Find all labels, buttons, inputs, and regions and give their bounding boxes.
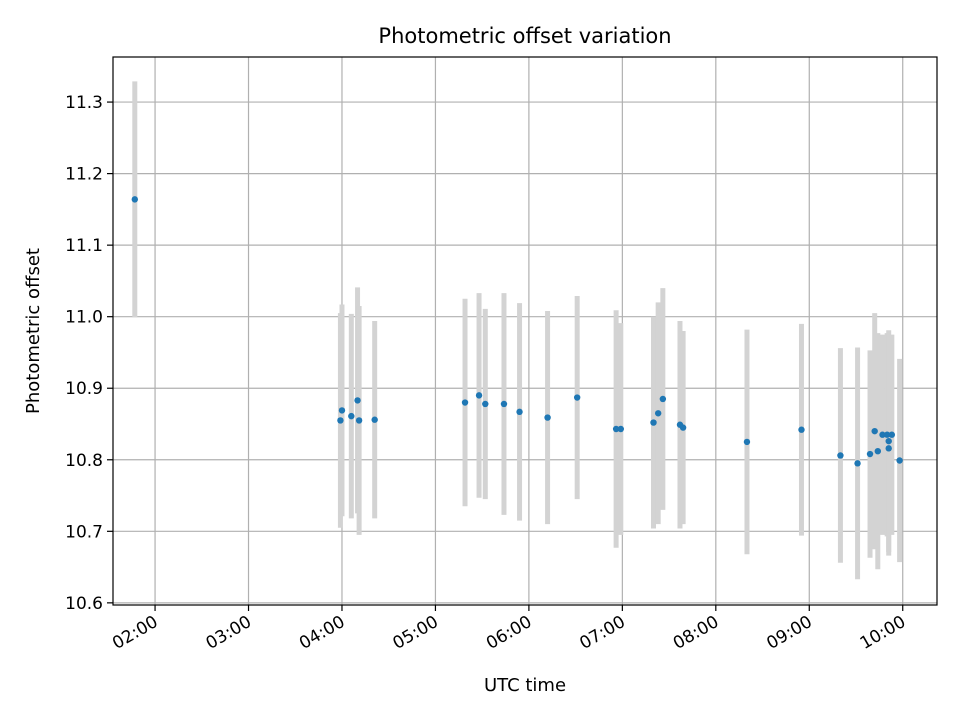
x-tick-label: 10:00 <box>857 612 909 654</box>
y-tick-label: 11.0 <box>65 308 103 328</box>
x-tick-label: 03:00 <box>203 612 255 654</box>
data-point <box>516 408 523 416</box>
x-tick-label: 08:00 <box>670 612 722 654</box>
plot-frame <box>112 56 938 606</box>
data-point <box>544 414 551 421</box>
data-point <box>617 425 624 433</box>
y-tick-label: 11.1 <box>65 236 103 256</box>
x-axis-label: UTC time <box>484 675 566 696</box>
data-point <box>338 407 346 414</box>
data-point <box>896 457 903 464</box>
data-point <box>854 460 861 467</box>
data-point <box>874 447 882 455</box>
data-point <box>650 419 657 426</box>
data-point <box>883 431 891 438</box>
data-point <box>888 431 896 438</box>
grid-layer <box>113 57 937 605</box>
data-point <box>348 412 355 420</box>
x-tick-label: 09:00 <box>763 612 815 654</box>
data-point <box>355 417 363 424</box>
y-tick-label: 10.6 <box>65 594 103 614</box>
y-tick-label: 10.7 <box>65 522 103 542</box>
data-point <box>354 397 361 404</box>
x-tick-label: 06:00 <box>483 612 535 654</box>
data-point <box>879 431 886 438</box>
y-tick-label: 11.3 <box>65 93 103 113</box>
data-point <box>482 400 489 408</box>
chart-title: Photometric offset variation <box>378 24 671 48</box>
x-tick-label: 05:00 <box>389 612 441 654</box>
point-layer <box>131 196 903 467</box>
data-point <box>885 445 892 452</box>
data-point <box>743 438 751 446</box>
data-point <box>612 425 620 433</box>
y-tick-label: 10.9 <box>65 379 103 399</box>
data-point <box>131 196 139 203</box>
data-point <box>371 416 378 423</box>
data-point <box>679 424 687 431</box>
data-point <box>885 437 892 445</box>
data-point <box>337 417 344 424</box>
y-tick-label: 10.8 <box>65 451 103 471</box>
data-point <box>659 395 667 403</box>
x-tick-label: 02:00 <box>109 612 161 654</box>
y-tick-label: 11.2 <box>65 165 103 185</box>
data-point <box>798 426 805 433</box>
data-point <box>837 452 844 459</box>
data-point <box>461 399 469 406</box>
x-tick-label: 07:00 <box>576 612 628 654</box>
errorbar-layer <box>132 81 903 580</box>
data-point <box>573 394 581 401</box>
y-axis-label: Photometric offset <box>23 248 44 414</box>
data-point <box>866 450 874 458</box>
data-point <box>871 427 878 435</box>
data-point <box>500 400 508 408</box>
x-tick-label: 04:00 <box>296 612 348 654</box>
data-point <box>475 392 483 399</box>
data-point <box>654 410 662 417</box>
